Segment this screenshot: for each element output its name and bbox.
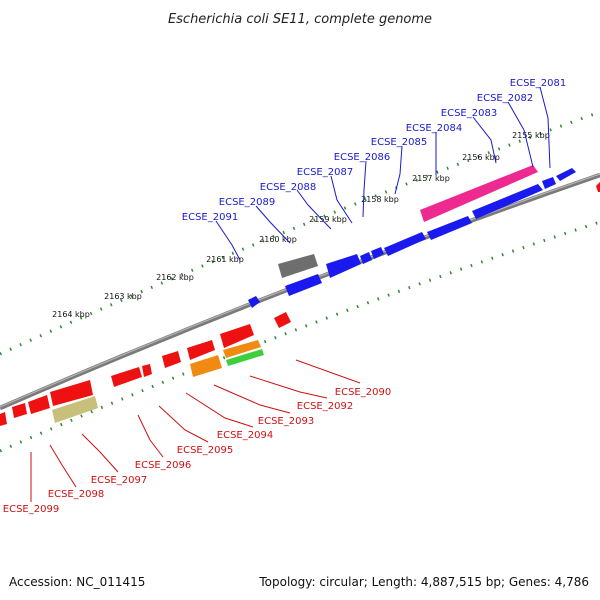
gene-label[interactable]: ECSE_2099 [3,504,59,515]
gene-label[interactable]: ECSE_2091 [182,212,238,223]
gene-edge[interactable] [0,412,7,426]
gene-label[interactable]: ECSE_2082 [477,93,533,104]
gene-ECSE_2087[interactable] [371,247,384,259]
gene-ECSE_2093b[interactable] [226,349,264,366]
gene-ECSE_2092[interactable] [220,324,254,348]
gene-label[interactable]: ECSE_2087 [297,167,353,178]
gene-label[interactable]: ECSE_2096 [135,460,191,471]
forward-genes [248,165,576,308]
gene-pseudo[interactable] [278,254,318,278]
gene-ECSE_2083[interactable] [420,165,538,222]
tick-label: 2159 kbp [309,215,347,224]
gene-ECSE_2099b[interactable] [12,403,27,418]
gene-ECSE_2099[interactable] [28,395,50,414]
gene-ECSE_2082[interactable] [542,177,556,189]
gene-label[interactable]: ECSE_2098 [48,489,104,500]
gene-label[interactable]: ECSE_2090 [335,387,391,398]
gene-ECSE_2095[interactable] [187,340,215,360]
tick-label: 2161 kbp [206,255,244,264]
gene-label[interactable]: ECSE_2095 [177,445,233,456]
tick-label: 2156 kbp [462,153,500,162]
gene-ECSE_2093[interactable] [223,340,261,358]
reverse-leaders [30,359,361,502]
gene-ECSE_2091[interactable] [285,274,322,296]
accession-text: Accession: NC_011415 [9,575,145,589]
gene-label[interactable]: ECSE_2085 [371,137,427,148]
tick-label: 2158 kbp [361,195,399,204]
gene-right-edge[interactable] [596,182,600,192]
tick-label: 2163 kbp [104,292,142,301]
gene-ECSE_2098[interactable] [52,396,98,423]
gene-ECSE_2090[interactable] [274,312,291,328]
tick-label: 2160 kbp [259,235,297,244]
gene-label[interactable]: ECSE_2094 [217,430,273,441]
gene-ECSE_2089[interactable] [326,254,361,278]
tick-label: 2155 kbp [512,131,550,140]
map-title: Escherichia coli SE11, complete genome [168,12,432,27]
forward-leaders [215,86,551,261]
gene-label[interactable]: ECSE_2093 [258,416,314,427]
gene-ECSE_2084[interactable] [472,184,543,219]
topology-text: Topology: circular; Length: 4,887,515 bp… [258,575,589,589]
gene-label[interactable]: ECSE_2089 [219,197,275,208]
gene-label[interactable]: ECSE_2086 [334,152,390,163]
gene-ECSE_2098b[interactable] [50,380,93,406]
gene-label[interactable]: ECSE_2088 [260,182,316,193]
tick-label: 2157 kbp [412,174,450,183]
gene-ECSE_2081[interactable] [556,168,576,181]
gene-ECSE_2086[interactable] [384,232,426,256]
gene-label[interactable]: ECSE_2097 [91,475,147,486]
reverse-genes [0,182,600,426]
gene-label[interactable]: ECSE_2092 [297,401,353,412]
gene-ECSE_2097[interactable] [142,364,152,377]
tick-label: 2164 kbp [52,310,90,319]
gene-label[interactable]: ECSE_2084 [406,123,462,134]
gene-ECSE_2096[interactable] [162,351,181,368]
tick-labels: 2155 kbp 2156 kbp 2157 kbp 2158 kbp 2159… [52,131,550,319]
gene-label[interactable]: ECSE_2083 [441,108,497,119]
reverse-gene-labels: ECSE_2090 ECSE_2092 ECSE_2093 ECSE_2094 … [3,387,391,515]
tick-label: 2162 kbp [156,273,194,282]
gene-label[interactable]: ECSE_2081 [510,78,566,89]
gene-ECSE_2097b[interactable] [111,367,142,387]
forward-gene-labels: ECSE_2081 ECSE_2082 ECSE_2083 ECSE_2084 … [182,78,566,223]
gene-ECSE_2088[interactable] [360,252,372,264]
gene-small-forward[interactable] [248,296,260,308]
gene-ECSE_2085[interactable] [427,216,472,240]
outer-tick-rail [0,110,600,356]
gene-ECSE_2094[interactable] [190,355,222,377]
